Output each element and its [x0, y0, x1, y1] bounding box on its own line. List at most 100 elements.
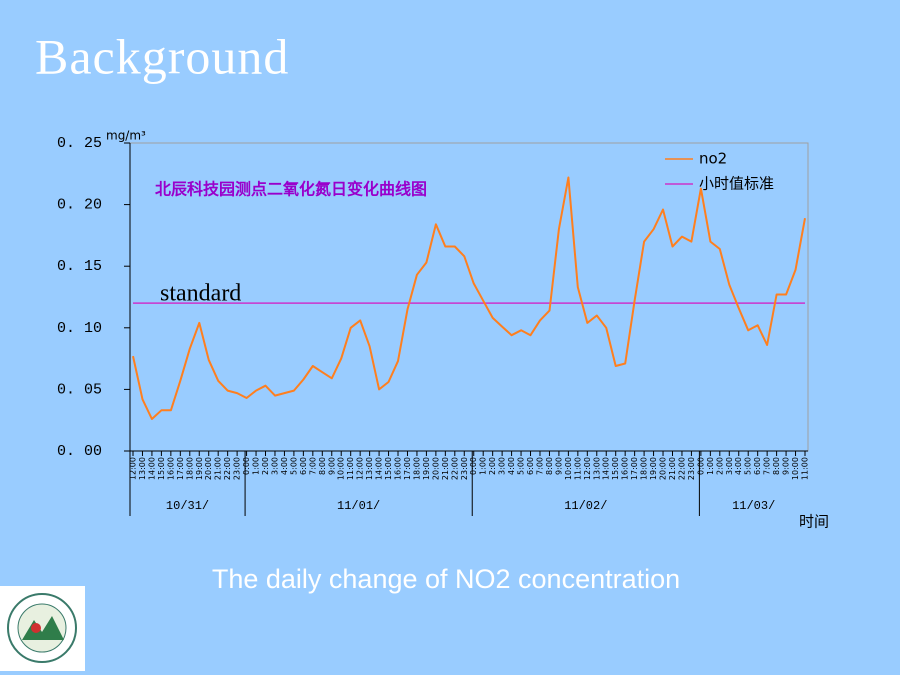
y-tick-label: 0. 05	[57, 381, 102, 398]
x-tick-label: 1:00	[706, 457, 715, 475]
x-tick-label: 16:00	[166, 457, 175, 480]
x-tick-label: 23:00	[233, 457, 242, 480]
x-tick-label: 14:00	[147, 457, 156, 480]
date-label: 10/31/	[166, 499, 209, 513]
x-tick-label: 22:00	[223, 457, 232, 480]
x-tick-label: 9:00	[554, 457, 563, 475]
x-tick-label: 8:00	[545, 457, 554, 475]
x-tick-label: 2:00	[261, 457, 270, 475]
x-tick-label: 19:00	[649, 457, 658, 480]
logo-ring	[7, 593, 77, 663]
x-tick-label: 21:00	[668, 457, 677, 480]
x-tick-label: 1:00	[252, 457, 261, 475]
x-tick-label: 7:00	[535, 457, 544, 475]
caption: The daily change of NO2 concentration	[212, 564, 680, 594]
x-tick-label: 23:00	[460, 457, 469, 480]
x-tick-label: 18:00	[185, 457, 194, 480]
x-tick-label: 16:00	[621, 457, 630, 480]
date-label: 11/02/	[564, 499, 607, 513]
x-tick-label: 4:00	[280, 457, 289, 475]
logo-inner	[17, 603, 67, 653]
x-tick-label: 9:00	[782, 457, 791, 475]
x-tick-label: 6:00	[526, 457, 535, 475]
chart: 0. 00 0. 05 0. 10 0. 15 0. 20 0. 25 mg/m³ 12:00…	[57, 129, 829, 531]
x-tick-label: 17:00	[403, 457, 412, 480]
y-tick-label: 0. 10	[57, 320, 102, 337]
x-tick-label: 5:00	[289, 457, 298, 475]
x-tick-label: 14:00	[375, 457, 384, 480]
heading: Background	[35, 28, 289, 84]
x-tick-label: 16:00	[394, 457, 403, 480]
x-tick-label: 0:00	[469, 457, 478, 475]
x-tick-label: 17:00	[630, 457, 639, 480]
x-tick-label: 0:00	[242, 457, 251, 475]
logo-mountain	[22, 616, 64, 640]
x-tick-label: 19:00	[422, 457, 431, 480]
x-tick-label: 10:00	[791, 457, 800, 480]
x-tick-label: 7:00	[763, 457, 772, 475]
x-tick-label: 12:00	[356, 457, 365, 480]
logo	[0, 586, 85, 671]
date-label: 11/01/	[337, 499, 380, 513]
x-tick-label: 3:00	[498, 457, 507, 475]
x-tick-label: 3:00	[725, 457, 734, 475]
legend-label: 小时值标准	[699, 175, 774, 193]
x-tick-label: 20:00	[659, 457, 668, 480]
y-unit: mg/m³	[106, 129, 146, 143]
x-tick-label: 0:00	[696, 457, 705, 475]
x-tick-label: 14:00	[602, 457, 611, 480]
x-tick-label: 15:00	[157, 457, 166, 480]
x-tick-label: 17:00	[176, 457, 185, 480]
x-tick-label: 22:00	[450, 457, 459, 480]
x-tick-label: 18:00	[640, 457, 649, 480]
x-tick-label: 19:00	[195, 457, 204, 480]
y-tick-label: 0. 15	[57, 258, 102, 275]
date-label: 11/03/	[732, 499, 775, 513]
x-tick-label: 12:00	[129, 457, 138, 480]
x-tick-label: 10:00	[337, 457, 346, 480]
chart-title: 北辰科技园测点二氧化氮日变化曲线图	[155, 180, 427, 199]
x-tick-label: 23:00	[687, 457, 696, 480]
x-tick-label: 3:00	[270, 457, 279, 475]
x-tick-label: 10:00	[564, 457, 573, 480]
x-tick-label: 2:00	[488, 457, 497, 475]
x-tick-label: 11:00	[801, 457, 810, 480]
x-tick-label: 20:00	[431, 457, 440, 480]
x-tick-label: 13:00	[365, 457, 374, 480]
series-line	[132, 176, 806, 420]
x-tick-label: 5:00	[517, 457, 526, 475]
x-tick-label: 11:00	[573, 457, 582, 480]
x-axis-label: 时间	[799, 513, 829, 531]
x-tick-label: 21:00	[214, 457, 223, 480]
x-tick-label: 6:00	[753, 457, 762, 475]
x-tick-label: 18:00	[412, 457, 421, 480]
legend-label: no2	[699, 150, 727, 168]
x-tick-label: 9:00	[327, 457, 336, 475]
y-tick-label: 0. 25	[57, 135, 102, 152]
x-tick-label: 1:00	[479, 457, 488, 475]
y-tick-label: 0. 00	[57, 443, 102, 460]
x-tick-label: 13:00	[592, 457, 601, 480]
x-tick-label: 7:00	[308, 457, 317, 475]
x-tick-label: 15:00	[611, 457, 620, 480]
x-tick-label: 4:00	[507, 457, 516, 475]
x-tick-label: 6:00	[299, 457, 308, 475]
x-tick-label: 8:00	[772, 457, 781, 475]
x-tick-label: 13:00	[138, 457, 147, 480]
x-tick-label: 4:00	[734, 457, 743, 475]
x-tick-label: 12:00	[583, 457, 592, 480]
annotation: standard	[160, 281, 241, 307]
x-tick-label: 15:00	[384, 457, 393, 480]
x-tick-label: 20:00	[204, 457, 213, 480]
y-tick-label: 0. 20	[57, 197, 102, 214]
x-tick-label: 21:00	[441, 457, 450, 480]
x-tick-label: 11:00	[346, 457, 355, 480]
logo-sun	[31, 623, 41, 633]
x-tick-label: 5:00	[744, 457, 753, 475]
x-tick-label: 2:00	[715, 457, 724, 475]
x-tick-label: 8:00	[318, 457, 327, 475]
x-tick-label: 22:00	[677, 457, 686, 480]
